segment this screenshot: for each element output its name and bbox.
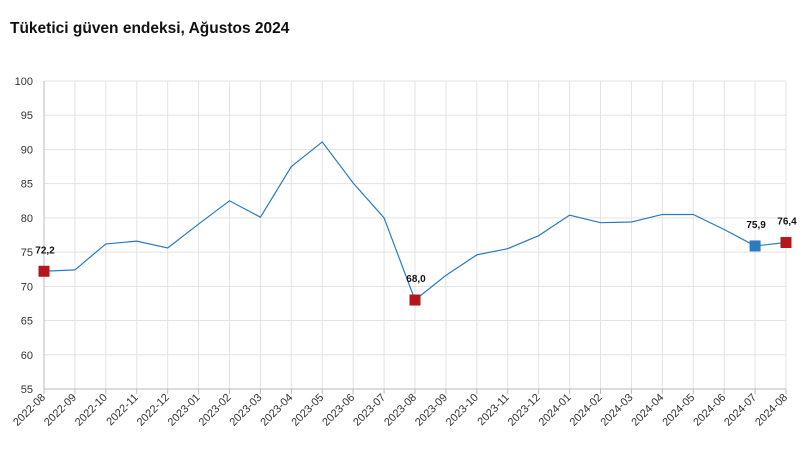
x-tick-label: 2023-12 [506,392,543,429]
x-tick-label: 2022-10 [73,392,110,429]
y-tick-label: 75 [21,247,33,259]
data-label: 72,2 [35,245,55,256]
x-tick-label: 2022-08 [11,392,48,429]
x-tick-label: 2022-12 [135,392,172,429]
x-tick-label: 2023-01 [166,392,203,429]
y-tick-label: 70 [21,281,33,293]
x-tick-label: 2023-02 [197,392,234,429]
x-tick-label: 2024-02 [568,392,605,429]
x-tick-label: 2023-05 [289,392,326,429]
data-point-marker [409,294,421,306]
y-tick-label: 65 [21,316,33,328]
x-tick-label: 2024-01 [537,392,574,429]
y-tick-label: 100 [15,76,33,88]
x-tick-label: 2024-04 [629,392,666,429]
y-tick-label: 85 [21,179,33,191]
y-tick-label: 55 [21,384,33,396]
x-tick-label: 2024-07 [722,392,759,429]
data-label: 76,4 [777,217,797,228]
x-tick-label: 2022-09 [42,392,79,429]
x-tick-label: 2023-04 [258,392,295,429]
x-tick-label: 2023-11 [475,392,511,428]
x-tick-label: 2023-08 [382,392,419,429]
y-tick-label: 90 [21,144,33,156]
x-tick-label: 2023-09 [413,392,450,429]
grid-layer [43,80,787,390]
data-point-marker [780,237,792,249]
y-tick-label: 80 [21,213,33,225]
chart-title: Tüketici güven endeksi, Ağustos 2024 [10,20,290,37]
x-tick-label: 2023-07 [351,392,388,429]
marker-layer: 72,2 68,0 75,9 76,4 [35,217,797,306]
x-tick-label: 2024-05 [660,392,697,429]
x-tick-label: 2023-03 [228,392,265,429]
data-point-marker [749,240,761,252]
x-tick-label: 2024-03 [599,392,636,429]
x-tick-label: 2023-10 [444,392,481,429]
x-tick-label: 2023-06 [320,392,357,429]
x-tick-label: 2024-08 [753,392,790,429]
data-label: 68,0 [406,274,426,285]
x-tick-label: 2024-06 [691,392,728,429]
x-tick-label: 2022-11 [104,392,140,428]
y-tick-label: 60 [21,350,33,362]
data-point-marker [38,265,50,277]
y-tick-label: 95 [21,110,33,122]
data-label: 75,9 [746,220,766,231]
